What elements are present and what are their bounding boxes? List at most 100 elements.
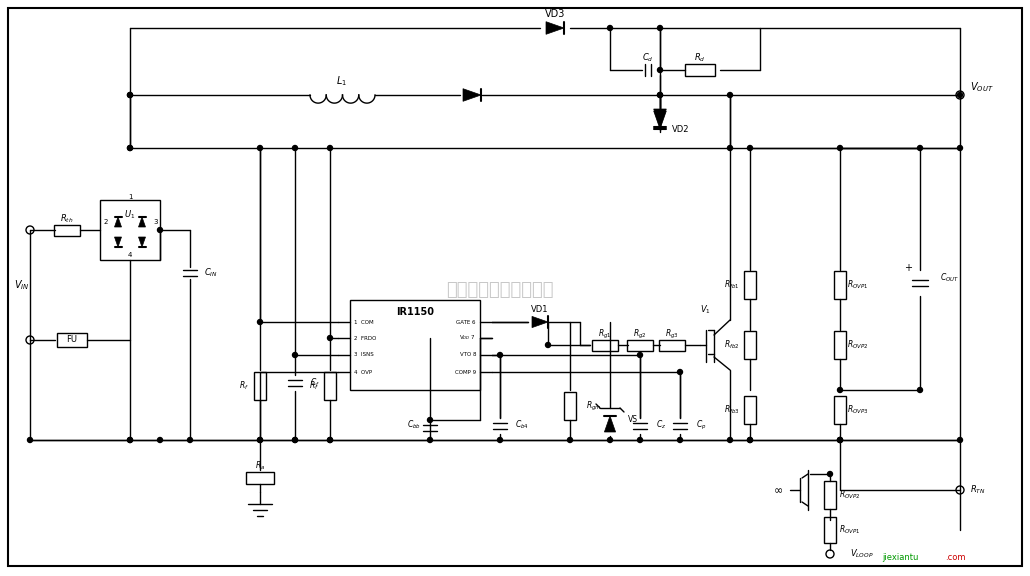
Circle shape	[128, 93, 133, 97]
Bar	[100, 200, 160, 260]
Polygon shape	[654, 109, 666, 127]
Circle shape	[158, 438, 163, 442]
Circle shape	[638, 438, 643, 442]
Circle shape	[258, 438, 263, 442]
Circle shape	[837, 438, 843, 442]
Circle shape	[748, 438, 753, 442]
Circle shape	[427, 438, 433, 442]
Text: $L_1$: $L_1$	[337, 74, 347, 88]
Bar	[744, 331, 756, 359]
Bar	[627, 339, 653, 351]
Polygon shape	[464, 89, 481, 101]
Circle shape	[958, 146, 962, 150]
Circle shape	[657, 67, 662, 73]
Text: $R_{g2}$: $R_{g2}$	[633, 327, 647, 340]
Polygon shape	[114, 237, 122, 247]
Circle shape	[568, 438, 573, 442]
Circle shape	[328, 146, 333, 150]
Bar	[564, 392, 576, 420]
Circle shape	[958, 93, 962, 97]
Text: $R_f$: $R_f$	[239, 380, 249, 392]
Text: 4  OVP: 4 OVP	[354, 369, 372, 374]
Circle shape	[128, 438, 133, 442]
Text: $C_f$: $C_f$	[310, 377, 320, 389]
Text: $R_{g3}$: $R_{g3}$	[665, 327, 679, 340]
Text: $R_{OVP2}$: $R_{OVP2}$	[839, 489, 861, 501]
Circle shape	[427, 418, 433, 423]
Text: jiexiantu: jiexiantu	[882, 554, 918, 563]
Bar	[254, 372, 266, 400]
Circle shape	[918, 146, 923, 150]
Text: +: +	[904, 263, 912, 273]
Polygon shape	[533, 316, 548, 328]
Circle shape	[748, 146, 753, 150]
Text: VS: VS	[628, 415, 638, 425]
Circle shape	[128, 438, 133, 442]
Circle shape	[128, 146, 133, 150]
Polygon shape	[605, 416, 616, 432]
Circle shape	[258, 146, 263, 150]
Text: $R_d$: $R_d$	[694, 52, 706, 65]
Circle shape	[497, 438, 503, 442]
Text: VD1: VD1	[531, 305, 549, 314]
Text: 3: 3	[153, 219, 159, 225]
Polygon shape	[114, 217, 122, 227]
Text: $R_{TN}$: $R_{TN}$	[970, 484, 986, 497]
Circle shape	[958, 438, 962, 442]
Polygon shape	[138, 217, 145, 227]
Text: COMP 9: COMP 9	[455, 369, 476, 374]
Text: $C_{bb}$: $C_{bb}$	[407, 419, 421, 431]
Polygon shape	[654, 111, 666, 129]
Text: 杭州将富科技有限公司: 杭州将富科技有限公司	[446, 281, 554, 299]
Circle shape	[158, 228, 163, 233]
Bar	[824, 517, 836, 543]
Text: $R_{g1}$: $R_{g1}$	[598, 327, 612, 340]
Text: 1: 1	[128, 194, 132, 200]
Circle shape	[328, 438, 333, 442]
Circle shape	[128, 146, 133, 150]
Bar	[246, 472, 274, 484]
Bar	[744, 396, 756, 424]
Text: $R_{OVP3}$: $R_{OVP3}$	[848, 404, 868, 416]
Text: $C_d$: $C_d$	[642, 52, 654, 65]
Bar	[324, 372, 336, 400]
Circle shape	[727, 146, 732, 150]
Bar	[834, 396, 846, 424]
Text: $V_{IN}$: $V_{IN}$	[14, 278, 30, 292]
Text: 4: 4	[128, 252, 132, 258]
Circle shape	[28, 438, 33, 442]
Text: VD3: VD3	[545, 9, 565, 19]
Text: 3  ISNS: 3 ISNS	[354, 353, 374, 358]
Text: $C_{b4}$: $C_{b4}$	[515, 419, 528, 431]
Text: $C_{OUT}$: $C_{OUT}$	[940, 272, 959, 284]
Text: $V_1$: $V_1$	[699, 304, 711, 316]
Text: $R_{OVP1}$: $R_{OVP1}$	[839, 524, 861, 536]
Circle shape	[293, 353, 298, 358]
Circle shape	[657, 93, 662, 97]
Text: $C_z$: $C_z$	[656, 419, 666, 431]
Circle shape	[293, 146, 298, 150]
Bar	[350, 300, 480, 390]
Text: $V_{LOOP}$: $V_{LOOP}$	[850, 548, 873, 560]
Bar	[57, 333, 87, 347]
Text: $R_{OVP1}$: $R_{OVP1}$	[848, 279, 868, 291]
Text: 1  COM: 1 COM	[354, 320, 374, 324]
Circle shape	[293, 438, 298, 442]
Circle shape	[546, 343, 550, 347]
Circle shape	[837, 438, 843, 442]
Bar	[659, 339, 685, 351]
Text: 2: 2	[104, 219, 108, 225]
Bar	[834, 331, 846, 359]
Circle shape	[608, 25, 613, 31]
Text: $R_{fb2}$: $R_{fb2}$	[724, 339, 740, 351]
Circle shape	[497, 353, 503, 358]
Text: 2  FRDO: 2 FRDO	[354, 335, 376, 340]
Text: $R_f$: $R_f$	[309, 380, 319, 392]
Circle shape	[293, 438, 298, 442]
Circle shape	[837, 438, 843, 442]
Circle shape	[918, 388, 923, 392]
Text: .com: .com	[945, 554, 965, 563]
Text: $\infty$: $\infty$	[772, 485, 783, 495]
Text: $R_a$: $R_a$	[254, 460, 265, 472]
Circle shape	[727, 93, 732, 97]
